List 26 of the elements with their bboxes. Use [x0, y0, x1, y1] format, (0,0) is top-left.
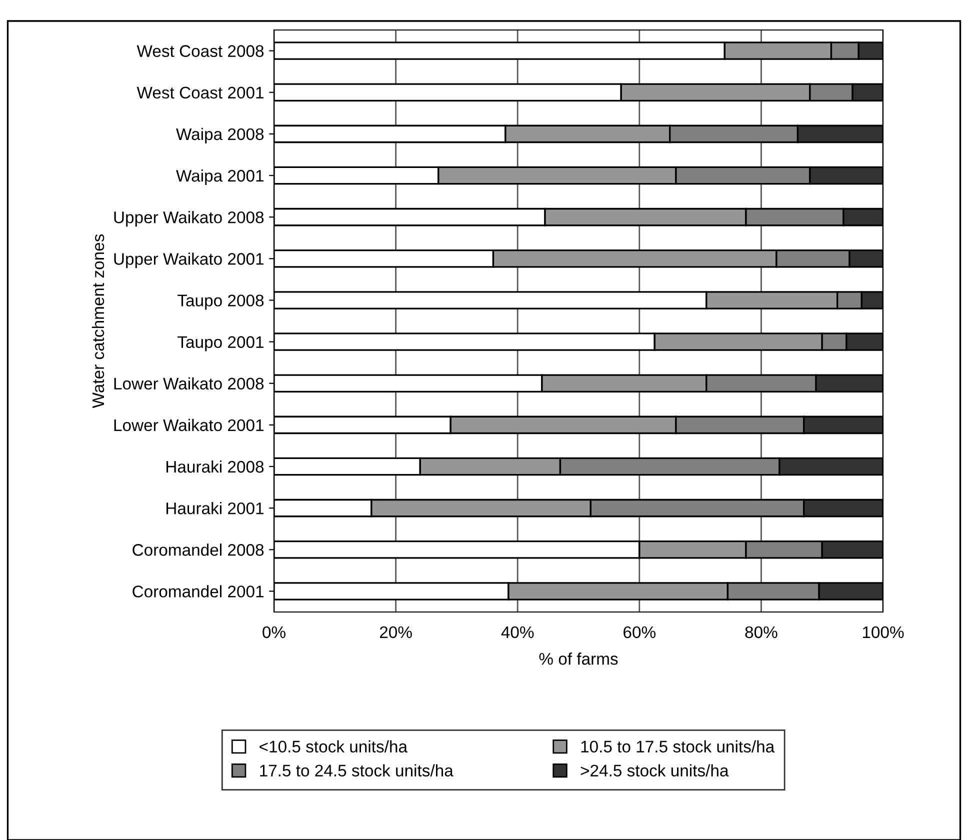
- y-tick-label: Hauraki 2001: [166, 502, 264, 514]
- x-tick-label: 80%: [745, 626, 778, 638]
- y-tick-label: Lower Waikato 2008: [114, 377, 264, 390]
- y-tick-label: Coromandel 2008: [132, 544, 264, 556]
- legend-label: <10.5 stock units/ha: [260, 740, 408, 753]
- y-tick-label: Hauraki 2008: [166, 460, 264, 473]
- y-tick-label: Taupo 2001: [178, 336, 264, 352]
- x-tick-label: 20%: [380, 626, 412, 638]
- x-tick-label: 100%: [862, 626, 904, 638]
- x-tick-label: 60%: [624, 626, 656, 638]
- legend-label: >24.5 stock units/ha: [580, 764, 729, 776]
- y-axis-title: Water catchment zones: [92, 234, 104, 408]
- y-tick-label: Coromandel 2001: [132, 585, 264, 598]
- y-tick-label: Upper Waikato 2001: [114, 252, 264, 268]
- y-tick-label: Waipa 2001: [176, 169, 264, 185]
- y-tick-label: Waipa 2008: [176, 128, 264, 144]
- y-tick-label: West Coast 2001: [136, 86, 264, 99]
- y-tick-label: Taupo 2008: [178, 294, 264, 310]
- x-tick-label: 0%: [262, 626, 286, 638]
- x-axis-title: % of farms: [539, 652, 618, 665]
- x-tick-label: 40%: [501, 626, 534, 638]
- y-tick-label: West Coast 2008: [136, 45, 264, 57]
- legend-label: 10.5 to 17.5 stock units/ha: [581, 740, 775, 753]
- y-tick-label: Lower Waikato 2001: [114, 418, 264, 432]
- legend-label: 17.5 to 24.5 stock units/ha: [260, 764, 454, 776]
- y-tick-label: Upper Waikato 2008: [114, 211, 264, 227]
